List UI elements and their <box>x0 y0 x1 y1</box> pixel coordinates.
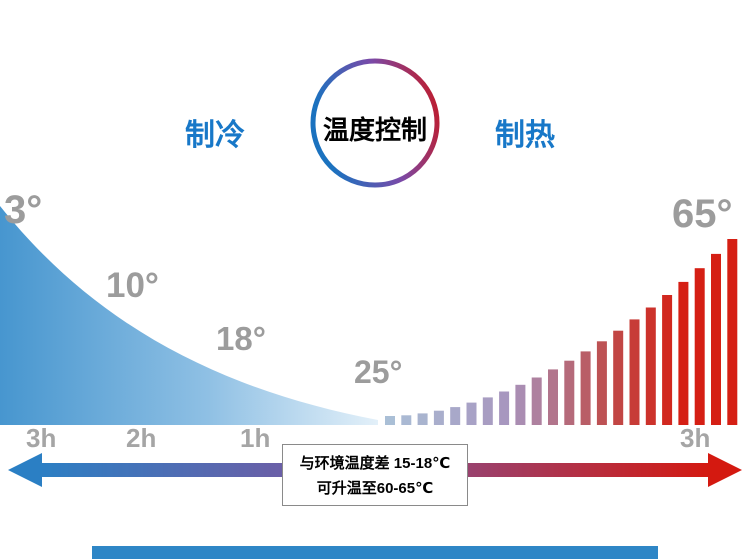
heating-bar <box>613 330 624 425</box>
heating-bar <box>417 413 428 425</box>
heating-bar <box>450 407 461 425</box>
heating-bar <box>499 391 510 425</box>
heating-bar <box>711 253 721 425</box>
ring-circle <box>310 58 440 188</box>
left-arrowhead-icon <box>8 453 42 487</box>
temp-label-65: 65° <box>672 192 733 236</box>
time-label-right-3h: 3h <box>680 423 711 453</box>
heating-bar <box>694 268 705 425</box>
temp-label-3: 3° <box>4 188 43 232</box>
heating-bar <box>515 384 526 425</box>
heating-bar <box>548 369 558 425</box>
cooling-curve-area <box>0 206 378 425</box>
heating-bar <box>482 397 493 425</box>
heating-bar <box>645 307 656 425</box>
cooling-mode-label: 制冷 <box>185 119 245 152</box>
heating-bar <box>385 416 395 425</box>
heating-bar <box>629 319 640 425</box>
heating-mode-label: 制热 <box>495 119 555 152</box>
note-line-2: 可升温至60-65℃ <box>316 480 434 497</box>
temp-label-25: 25° <box>354 354 403 390</box>
heating-bar <box>596 341 607 425</box>
time-label-left-2h: 2h <box>126 423 157 453</box>
temp-label-10: 10° <box>106 266 159 305</box>
note-line-1: 与环境温度差 15-18℃ <box>299 455 451 472</box>
temp-label-18: 18° <box>216 320 266 357</box>
right-arrowhead-icon <box>708 453 742 487</box>
heating-bar <box>580 351 591 425</box>
time-label-left-3h: 3h <box>26 423 57 453</box>
heating-bar <box>662 295 673 425</box>
temperature-ring-icon <box>310 58 440 188</box>
heating-bars-group <box>385 239 738 425</box>
heating-bar <box>531 377 542 425</box>
heating-bar <box>466 402 477 425</box>
temperature-note-box: 与环境温度差 15-18℃ 可升温至60-65℃ <box>282 444 468 506</box>
heating-bar <box>727 239 738 425</box>
circle-title: 温度控制 <box>322 115 427 145</box>
bottom-accent-strip <box>92 546 658 559</box>
heating-bar <box>433 410 444 425</box>
heating-bar <box>678 281 689 425</box>
time-label-left-1h: 1h <box>240 423 271 453</box>
heating-bar <box>401 415 412 425</box>
heating-bar <box>564 360 575 425</box>
